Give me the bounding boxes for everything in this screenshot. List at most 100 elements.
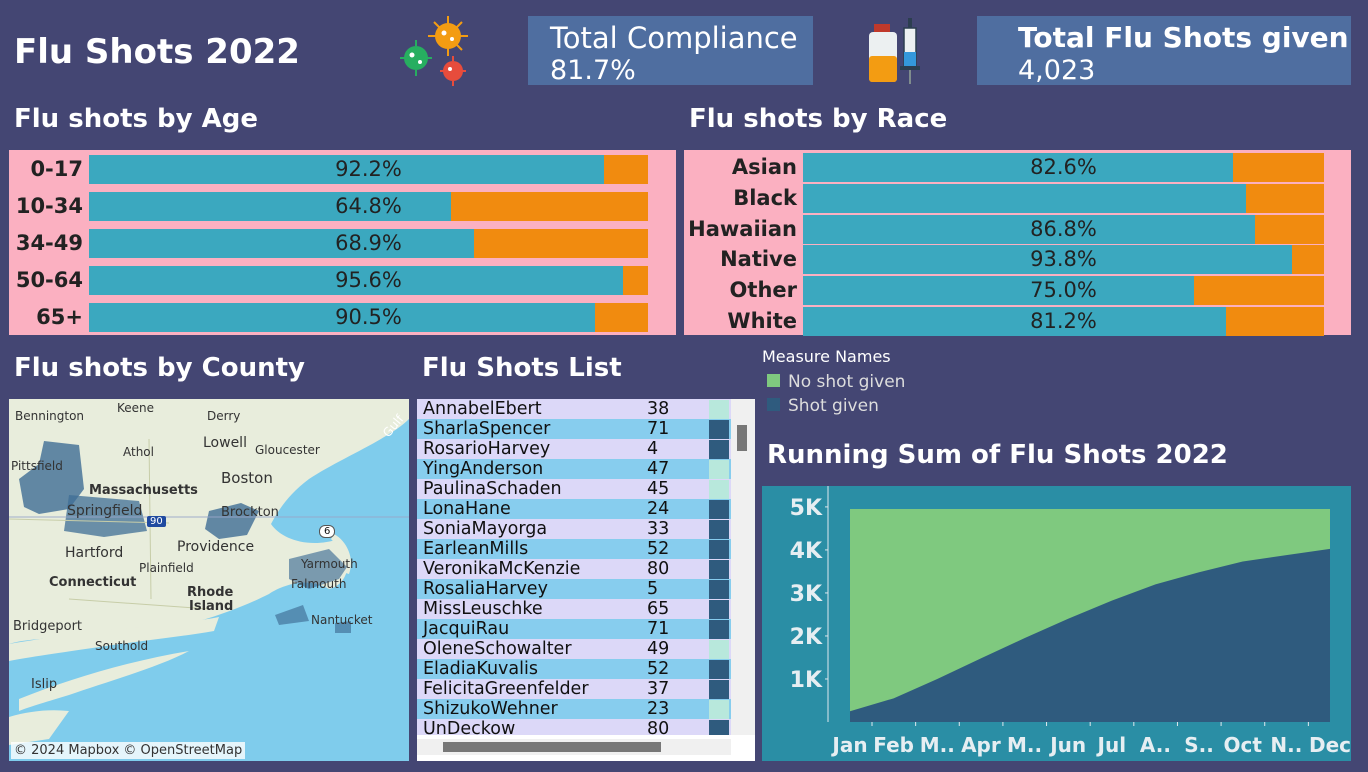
list-row[interactable]: SoniaMayorga 33 (417, 519, 731, 539)
list-row[interactable]: RosaliaHarvey 5 (417, 579, 731, 599)
y-tick-label: 3K (790, 582, 823, 607)
list-row[interactable]: SharlaSpencer 71 (417, 419, 731, 439)
dashboard-title: Flu Shots 2022 (14, 32, 300, 72)
list-row[interactable]: RosarioHarvey 4 (417, 439, 731, 459)
age-bar-no-shot[interactable]: 90.5% (89, 303, 648, 332)
kpi-total-label: Total Flu Shots given (1018, 21, 1349, 54)
list-row-age: 47 (647, 459, 670, 479)
kpi-total-value: 4,023 (1018, 55, 1096, 86)
x-tick-label: Jul (1096, 733, 1127, 757)
list-row-age: 45 (647, 479, 670, 499)
race-bar-shot[interactable] (803, 183, 1246, 213)
x-tick-label: Feb (873, 733, 914, 757)
race-bar-value-label: 93.8% (1030, 247, 1097, 272)
race-bar-value-label (803, 184, 1324, 213)
list-row[interactable]: UnDeckow 80 (417, 719, 731, 735)
x-tick-label: M.. (920, 733, 955, 757)
map-label: Derry (207, 409, 241, 423)
list-row-shot-status (709, 540, 729, 559)
race-category-label: Other (729, 278, 797, 303)
age-bar-value-label: 95.6% (335, 268, 402, 292)
list-row-name: EarleanMills (423, 539, 529, 559)
race-bar-no-shot[interactable]: 81.2% (803, 307, 1324, 336)
list-row[interactable]: ShizukoWehner 23 (417, 699, 731, 719)
kpi-compliance-value: 81.7% (550, 55, 636, 86)
list-row[interactable]: VeronikaMcKenzie 80 (417, 559, 731, 579)
race-bar-value-label: 86.8% (1030, 216, 1097, 241)
x-tick-label: A.. (1140, 733, 1171, 757)
shot-list[interactable]: AnnabelEbert 38 SharlaSpencer 71 RosarioHarv… (417, 399, 755, 761)
age-bar-no-shot[interactable]: 68.9% (89, 229, 648, 258)
map-label: Southold (95, 639, 149, 653)
age-bar-shot[interactable] (89, 229, 475, 258)
list-row[interactable]: FelicitaGreenfelder 37 (417, 679, 731, 699)
list-row-name: VeronikaMcKenzie (423, 559, 581, 579)
age-section-title: Flu shots by Age (14, 104, 259, 134)
legend-item-shot[interactable]: Shot given (762, 396, 905, 420)
list-row-shot-status (709, 660, 729, 679)
route-shield-icon: 6 (319, 525, 336, 538)
virus-icon (400, 16, 468, 86)
map-label: Lowell (203, 435, 247, 451)
race-bar-no-shot[interactable] (803, 183, 1324, 213)
list-row[interactable]: MissLeuschke 65 (417, 599, 731, 619)
vertical-scrollbar[interactable] (731, 399, 755, 735)
race-bar-no-shot[interactable]: 93.8% (803, 245, 1324, 275)
map-label: Providence (177, 539, 255, 555)
list-row-age: 71 (647, 619, 670, 639)
list-row-age: 52 (647, 659, 670, 679)
list-row[interactable]: YingAnderson 47 (417, 459, 731, 479)
list-row[interactable]: JacquiRau 71 (417, 619, 731, 639)
map-label: Island (189, 599, 234, 614)
map-label: Pittsfield (11, 459, 63, 473)
race-category-label: Black (733, 185, 797, 210)
race-bar-shot[interactable] (803, 214, 1256, 244)
list-row-name: EladiaKuvalis (423, 659, 538, 679)
race-bar-no-shot[interactable]: 75.0% (803, 276, 1324, 306)
race-bar-shot[interactable] (803, 307, 1227, 336)
race-bar-shot[interactable] (803, 245, 1292, 275)
horizontal-scrollbar[interactable] (417, 739, 731, 755)
x-tick-label: Dec (1309, 733, 1351, 757)
race-bar-value-label: 81.2% (1030, 309, 1097, 333)
x-tick-label: Jun (1048, 733, 1086, 757)
age-bar-no-shot[interactable]: 64.8% (89, 192, 648, 221)
race-bar-shot[interactable] (803, 153, 1234, 182)
list-row-age: 49 (647, 639, 670, 659)
list-row-name: LonaHane (423, 499, 511, 519)
age-bar-shot[interactable] (89, 303, 595, 332)
county-map[interactable]: Bennington Keene Derry Gulf Pittsfield A… (9, 399, 409, 761)
list-row[interactable]: PaulinaSchaden 45 (417, 479, 731, 499)
list-row[interactable]: AnnabelEbert 38 (417, 399, 731, 419)
horizontal-scroll-thumb[interactable] (443, 742, 661, 752)
map-attribution[interactable]: © 2024 Mapbox © OpenStreetMap (11, 742, 246, 759)
kpi-total-shots: Total Flu Shots given 4,023 (977, 16, 1351, 86)
age-bar-no-shot[interactable]: 95.6% (89, 266, 648, 295)
vertical-scroll-thumb[interactable] (737, 425, 747, 451)
list-row-shot-status (709, 500, 729, 519)
race-section-title: Flu shots by Race (689, 104, 948, 134)
list-row[interactable]: EarleanMills 52 (417, 539, 731, 559)
list-row[interactable]: EladiaKuvalis 52 (417, 659, 731, 679)
age-bar-shot[interactable] (89, 192, 452, 221)
list-row-age: 24 (647, 499, 670, 519)
race-bar-no-shot[interactable]: 86.8% (803, 214, 1324, 244)
race-bar-no-shot[interactable]: 82.6% (803, 153, 1324, 182)
age-bar-shot[interactable] (89, 266, 624, 295)
age-bar-no-shot[interactable]: 92.2% (89, 155, 648, 184)
list-row-shot-status (709, 580, 729, 599)
list-row-name: ShizukoWehner (423, 699, 558, 719)
legend-swatch-shot (767, 398, 780, 411)
race-bar-shot[interactable] (803, 276, 1194, 306)
age-chart: 0-17 92.2% 10-34 64.8% 34-49 68.9% 50-64 95.6% 6… (9, 150, 676, 335)
list-row-name: RosaliaHarvey (423, 579, 548, 599)
list-row-age: 65 (647, 599, 670, 619)
area-shot-given[interactable] (850, 548, 1330, 722)
list-row[interactable]: LonaHane 24 (417, 499, 731, 519)
age-bar-shot[interactable] (89, 155, 605, 184)
list-row[interactable]: OleneSchowalter 49 (417, 639, 731, 659)
legend-item-no-shot[interactable]: No shot given (762, 372, 905, 396)
list-row-shot-status (709, 720, 729, 735)
map-label: Keene (117, 401, 155, 415)
map-label: Hartford (65, 545, 124, 561)
